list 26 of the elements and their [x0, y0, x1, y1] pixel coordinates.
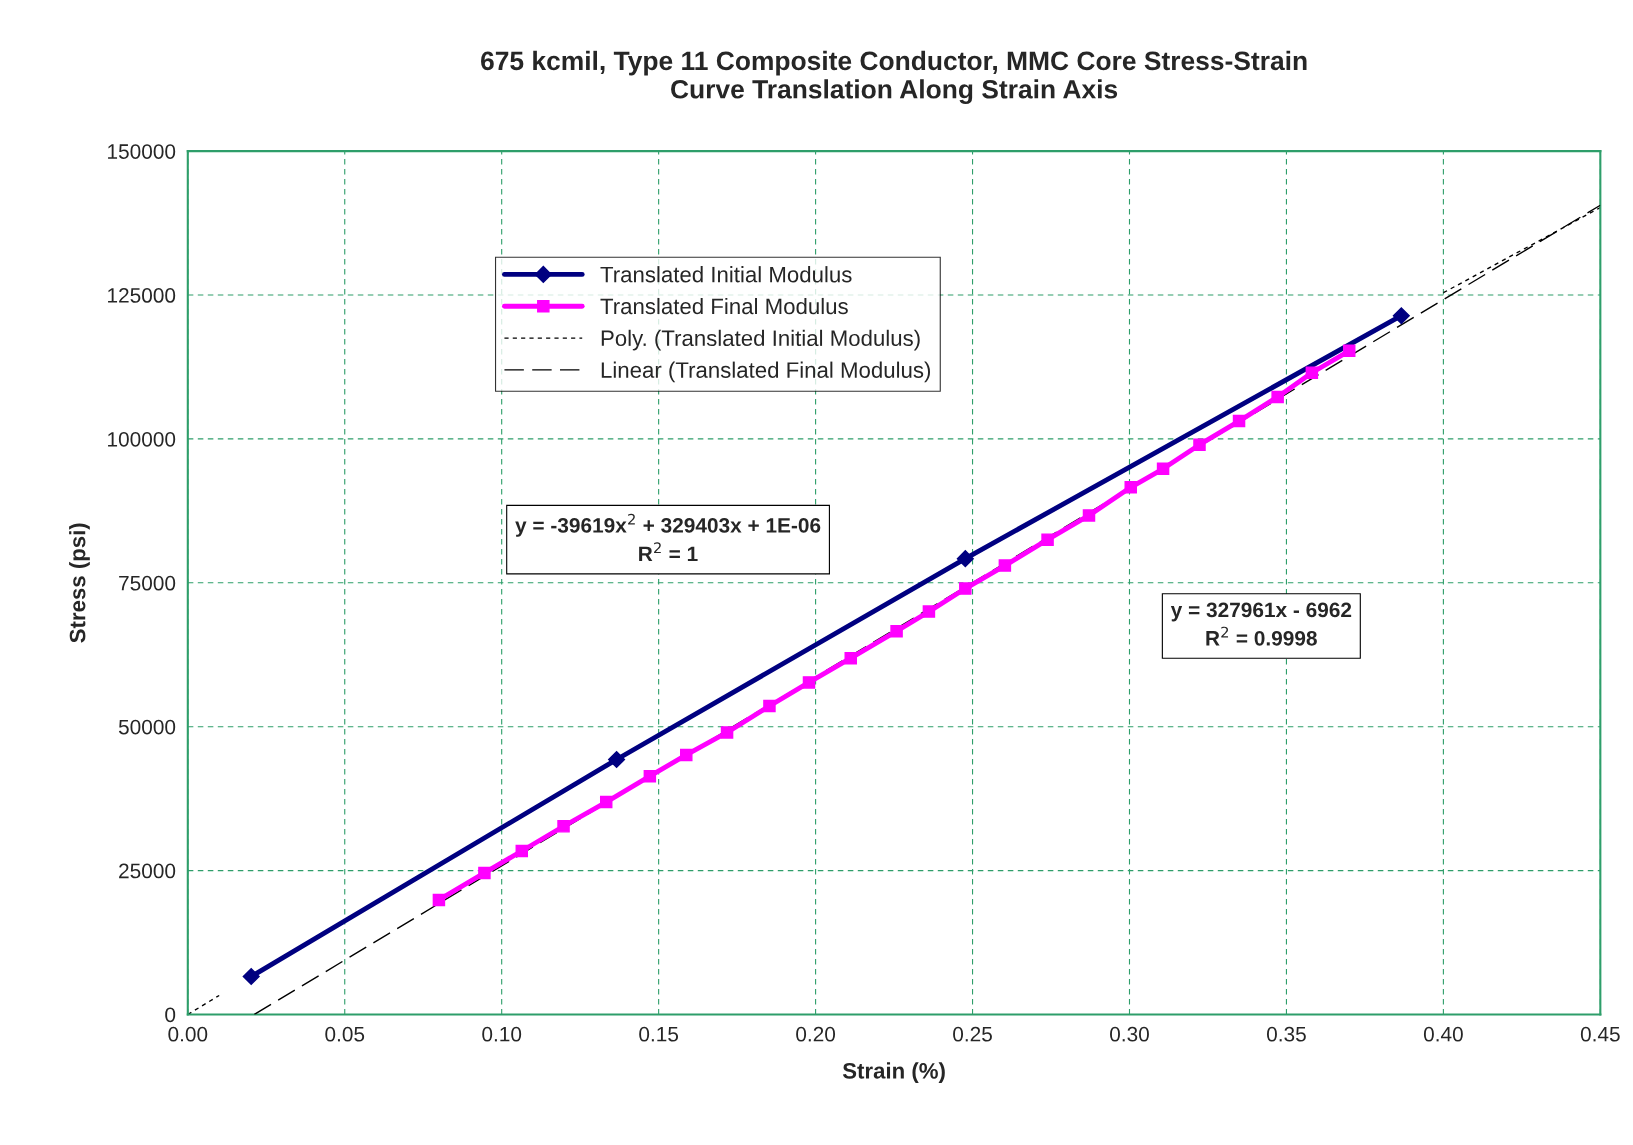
y-tick-label: 125000 — [108, 288, 176, 303]
y-tick-label: 50000 — [118, 719, 176, 735]
x-tick-label: 0.00 — [168, 1026, 208, 1042]
x-tick-label: 0.15 — [639, 1026, 679, 1042]
chart-title: 675 kcmil, Type 11 Composite Conductor, MMC Core Stress-Strain Curve Translation Along Strain Axis — [481, 50, 1307, 104]
legend-label: Poly. (Translated Initial Modulus) — [601, 329, 920, 351]
annotation: y = 327961x - 6962 R$^{2}$ = 0.9998 — [1170, 602, 1352, 646]
annotation: y = -39619x$^{2}$ + 329403x + 1E-06 R$^{2}$ = 1 — [515, 513, 821, 562]
y-tick-label: 75000 — [119, 575, 176, 591]
x-tick-label: 0.40 — [1423, 1026, 1463, 1042]
x-tick-label: 0.05 — [325, 1026, 365, 1042]
x-tick-label: 0.45 — [1580, 1026, 1620, 1042]
y-tick-label: 150000 — [108, 144, 176, 159]
y-tick-label: 0 — [165, 1007, 176, 1023]
x-tick-label: 0.35 — [1266, 1026, 1306, 1042]
x-tick-label: 0.30 — [1110, 1026, 1149, 1042]
y-axis-title: Stress (psi) — [69, 523, 90, 643]
y-tick-label: 100000 — [108, 431, 176, 447]
legend-label: Translated Initial Modulus — [600, 266, 852, 283]
legend-label: Translated Final Modulus — [600, 297, 848, 315]
x-tick-label: 0.10 — [482, 1026, 522, 1042]
x-tick-label: 0.20 — [796, 1026, 836, 1042]
x-axis-title: Strain (%) — [842, 1062, 945, 1084]
x-tick-label: 0.25 — [953, 1026, 992, 1042]
y-tick-label: 25000 — [119, 863, 176, 879]
legend-label: Linear (Translated Final Modulus) — [601, 361, 931, 383]
